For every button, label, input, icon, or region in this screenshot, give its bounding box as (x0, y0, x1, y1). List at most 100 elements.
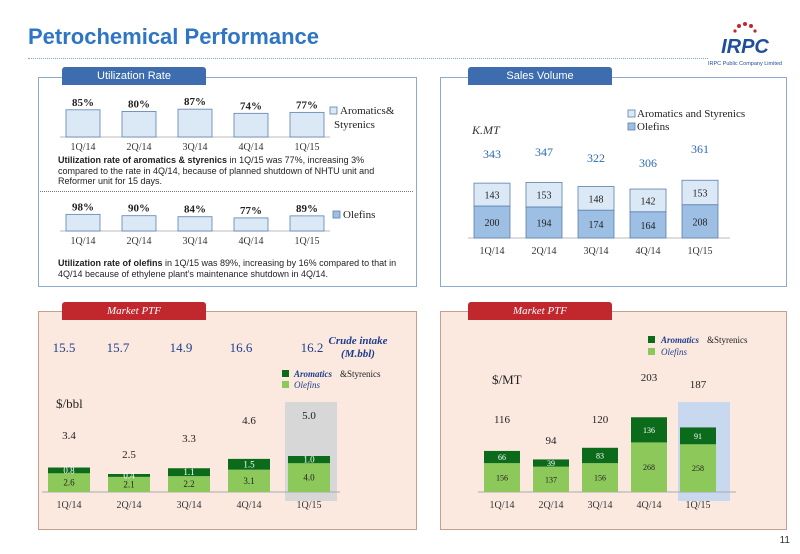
sales-bar-aromatics (577, 186, 615, 211)
category-label: 2Q/14 (117, 500, 142, 511)
legend-label: Olefins (343, 209, 375, 221)
crude-intake-label: (M.bbl) (341, 348, 375, 360)
ptf-total-label: 3.4 (62, 430, 76, 442)
page-title: Petrochemical Performance (28, 24, 320, 49)
category-label: 3Q/14 (183, 142, 208, 153)
crude-intake-value: 14.9 (170, 340, 193, 355)
irpc-logo: IRPC IRPC Public Company Limited (708, 22, 782, 67)
ptf-aromatics-label: 1.1 (183, 467, 194, 477)
sales-total-label: 361 (691, 142, 709, 156)
legend-swatch (332, 210, 341, 219)
ptf-unit-label: $/MT (492, 372, 522, 387)
sales-olefins-label: 164 (641, 221, 656, 232)
crude-intake-value: 16.2 (301, 340, 324, 355)
category-label: 4Q/14 (239, 236, 264, 247)
legend-swatch (648, 348, 655, 355)
utilization-aromatics-note: Utilization rate of aromatics & styrenic… (58, 155, 398, 187)
ptf-total-label: 4.6 (242, 415, 256, 427)
legend-label: Aromatics (293, 369, 333, 379)
category-label: 2Q/14 (539, 500, 564, 511)
ptf-total-label: 120 (592, 414, 609, 426)
category-label: 3Q/14 (183, 236, 208, 247)
sales-panel (440, 77, 787, 287)
ptf-bar-olefins (533, 466, 569, 492)
ptf-bar-aromatics (168, 468, 210, 477)
crude-intake-value: 16.6 (230, 340, 253, 355)
ptf-aromatics-label: 83 (596, 451, 604, 460)
sales-bar-olefins (681, 204, 719, 239)
note-aromatics-bold: Utilization rate of aromatics & styrenic… (58, 155, 228, 165)
category-label: 1Q/14 (71, 142, 96, 153)
util-value-label: 85% (72, 97, 94, 109)
page-number: 11 (779, 535, 790, 546)
sales-bar-aromatics (629, 188, 667, 213)
legend-swatch (329, 106, 338, 115)
legend-label: Olefins (294, 380, 320, 390)
legend-label: Aromatics and Styrenics (637, 108, 745, 120)
legend-swatch (282, 370, 289, 377)
sales-bar-aromatics (525, 182, 563, 208)
category-label: 4Q/14 (237, 500, 262, 511)
ptf-total-label: 116 (494, 414, 511, 426)
market-ptf-bbl-panel (38, 311, 417, 530)
category-label: 3Q/14 (588, 500, 613, 511)
sales-unit-label: K.MT (471, 123, 501, 137)
title-divider (28, 58, 708, 59)
sales-aromatics-label: 153 (693, 188, 708, 199)
ptf-unit-label: $/bbl (56, 396, 83, 411)
ptf-aromatics-label: 136 (643, 426, 655, 435)
ptf-bar-olefins (228, 469, 270, 492)
sales-total-label: 306 (639, 156, 657, 170)
note-aromatics-text: in 1Q/15 was 77%, increasing 3% compared… (58, 155, 375, 186)
legend-label: Aromatics (660, 335, 700, 345)
ptf-olefins-label: 3.1 (243, 476, 254, 486)
logo-subtitle: IRPC Public Company Limited (708, 61, 782, 67)
ptf-total-label: 187 (690, 379, 707, 391)
crude-intake-label: Crude intake (329, 335, 388, 347)
category-label: 1Q/15 (688, 246, 713, 257)
category-label: 4Q/14 (637, 500, 662, 511)
category-label: 1Q/15 (295, 142, 320, 153)
ptf-bar-aromatics (48, 467, 90, 474)
category-label: 1Q/14 (480, 246, 505, 257)
ptf-aromatics-label: 66 (498, 453, 506, 462)
ptf-total-label: 5.0 (302, 410, 316, 422)
sales-total-label: 343 (483, 147, 501, 161)
sales-bar-olefins (629, 211, 667, 239)
legend-swatch (648, 336, 655, 343)
ptf-olefins-label: 2.2 (183, 479, 194, 489)
utilization-divider (40, 191, 413, 192)
category-label: 3Q/14 (177, 500, 202, 511)
sales-olefins-label: 174 (589, 220, 604, 231)
note-olefins-bold: Utilization rate of olefins (58, 258, 163, 268)
ptf-bar-aromatics (108, 474, 150, 477)
ptf-aromatics-label: 1.5 (243, 459, 255, 469)
legend-swatch (627, 122, 636, 131)
sales-olefins-label: 200 (485, 218, 500, 229)
ptf-total-label: 2.5 (122, 449, 136, 461)
legend-swatch (627, 109, 636, 118)
util-bar (233, 217, 269, 232)
category-label: 4Q/14 (636, 246, 661, 257)
ptf-bar-olefins (288, 463, 330, 492)
util-bar (177, 108, 213, 138)
util-value-label: 87% (184, 96, 206, 108)
sales-aromatics-label: 153 (537, 191, 552, 202)
sales-volume-chart: 200 143 343 1Q/14 194 153 347 2Q/14 174 148 322 3Q/… (468, 108, 745, 257)
ptf-olefins-label: 156 (594, 474, 606, 483)
legend-label: &Styrenics (707, 335, 748, 345)
sales-aromatics-label: 142 (641, 196, 656, 207)
util-bar (289, 215, 325, 232)
sales-bar-olefins (473, 205, 511, 239)
utilization-aromatics-chart: 85% 1Q/14 80% 2Q/14 87% 3Q/14 74% 4Q/14 77% 1Q/15… (60, 96, 395, 153)
category-label: 1Q/15 (686, 500, 711, 511)
util-bar (121, 215, 157, 232)
ptf-olefins-label: 2.1 (123, 479, 134, 489)
sales-aromatics-label: 143 (485, 191, 500, 202)
ptf-bar-aromatics (631, 417, 667, 443)
ptf-bar-olefins (582, 463, 618, 492)
ptf-aromatics-label: 0.4 (123, 470, 135, 480)
utilization-tab: Utilization Rate (62, 67, 206, 85)
ptf-olefins-label: 156 (496, 474, 508, 483)
category-label: 1Q/14 (71, 236, 96, 247)
